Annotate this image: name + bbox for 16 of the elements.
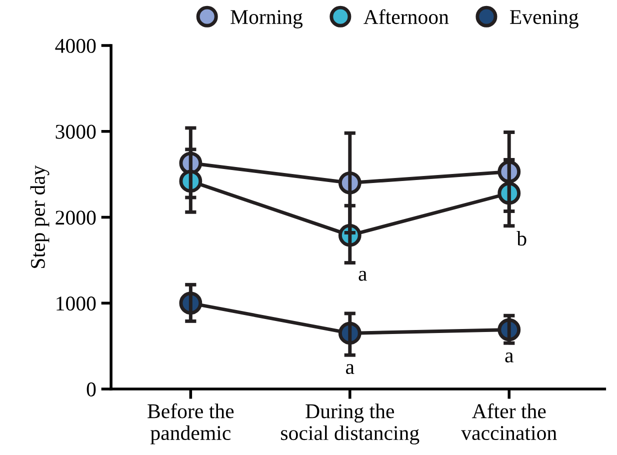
x-tick-label: After the vaccination	[461, 403, 557, 440]
y-tick-label: 1000	[56, 296, 96, 311]
y-axis-title: Step per day	[30, 165, 50, 268]
legend-label: Morning	[230, 10, 303, 28]
y-tick-label: 3000	[56, 124, 96, 139]
y-tick-label: 0	[86, 382, 96, 396]
legend-label: Afternoon	[364, 9, 449, 24]
x-tick-label: Before the pandemic	[148, 403, 234, 444]
y-tick-label: 4000	[55, 38, 96, 53]
annotation: a	[358, 270, 367, 281]
annotation: a	[346, 364, 354, 374]
y-tick-label: 2000	[56, 210, 96, 225]
x-tick-label: During the social distancing	[281, 404, 420, 444]
legend-label: Evening	[510, 10, 578, 28]
annotation: a	[505, 352, 514, 362]
annotation: b	[516, 231, 526, 246]
